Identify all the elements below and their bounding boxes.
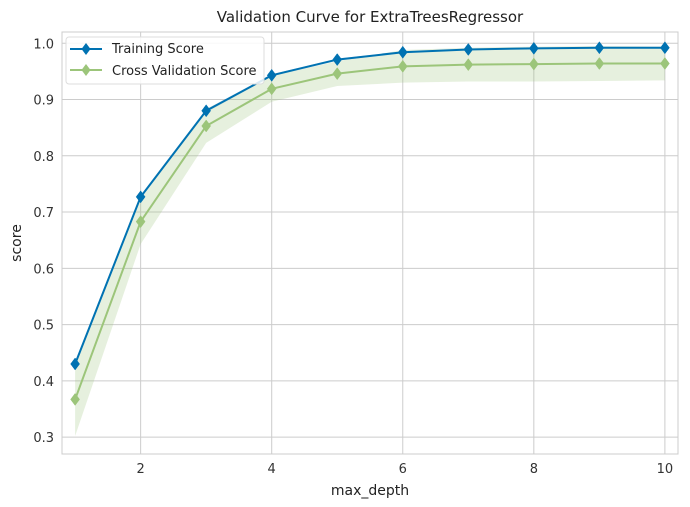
legend-label-training: Training Score (111, 42, 204, 57)
series-marker-1 (201, 119, 211, 133)
series-marker-0 (529, 41, 539, 55)
series-marker-1 (529, 57, 539, 71)
series-marker-0 (70, 357, 80, 371)
series-marker-1 (135, 215, 146, 229)
legend-marker-cv (81, 64, 91, 76)
series-line-1 (74, 62, 665, 400)
series-marker-0 (135, 190, 146, 204)
series-marker-1 (463, 58, 474, 72)
chart-title: Validation Curve for ExtraTreesRegressor (217, 8, 524, 26)
series-marker-0 (332, 53, 343, 66)
y-tick-label: 0.5 (33, 319, 54, 334)
series-marker-1 (332, 67, 343, 81)
y-tick-label: 0.3 (33, 431, 54, 446)
x-tick-label: 4 (268, 462, 276, 477)
series-marker-1 (594, 57, 605, 70)
series-marker-0 (397, 45, 408, 59)
series-lines (74, 46, 665, 400)
x-tick-label: 8 (530, 462, 538, 477)
x-tick-labels: 2 4 6 8 10 (136, 462, 673, 477)
y-tick-label: 1.0 (33, 37, 54, 52)
series-marker-0 (266, 68, 277, 82)
series-markers (70, 41, 670, 406)
x-tick-label: 2 (136, 462, 144, 477)
series-marker-1 (70, 393, 80, 406)
legend: Training Score Cross Validation Score (65, 36, 265, 85)
series-marker-0 (594, 41, 605, 55)
series-marker-1 (266, 82, 277, 96)
series-marker-0 (463, 43, 474, 56)
series-marker-0 (201, 104, 211, 118)
plot-frame (61, 31, 679, 455)
series-marker-0 (660, 41, 670, 55)
y-tick-label: 0.7 (33, 206, 54, 221)
y-axis-label: score (9, 224, 25, 262)
y-tick-label: 0.9 (33, 94, 54, 109)
x-tick-label: 6 (399, 462, 407, 477)
x-tick-label: 10 (657, 462, 674, 477)
legend-box (65, 36, 265, 85)
grid-lines (62, 32, 678, 454)
y-tick-labels: 0.3 0.4 0.5 0.6 0.7 0.8 0.9 1.0 (33, 37, 54, 446)
y-tick-label: 0.6 (33, 262, 54, 277)
x-axis-label: max_depth (331, 483, 409, 499)
plot-area (62, 32, 678, 454)
legend-label-cv: Cross Validation Score (112, 64, 257, 79)
y-tick-label: 0.8 (33, 150, 54, 165)
legend-marker-training (81, 43, 91, 55)
series-marker-1 (397, 59, 408, 73)
y-tick-label: 0.4 (33, 375, 54, 390)
series-marker-1 (660, 57, 670, 70)
series-line-0 (74, 46, 665, 365)
